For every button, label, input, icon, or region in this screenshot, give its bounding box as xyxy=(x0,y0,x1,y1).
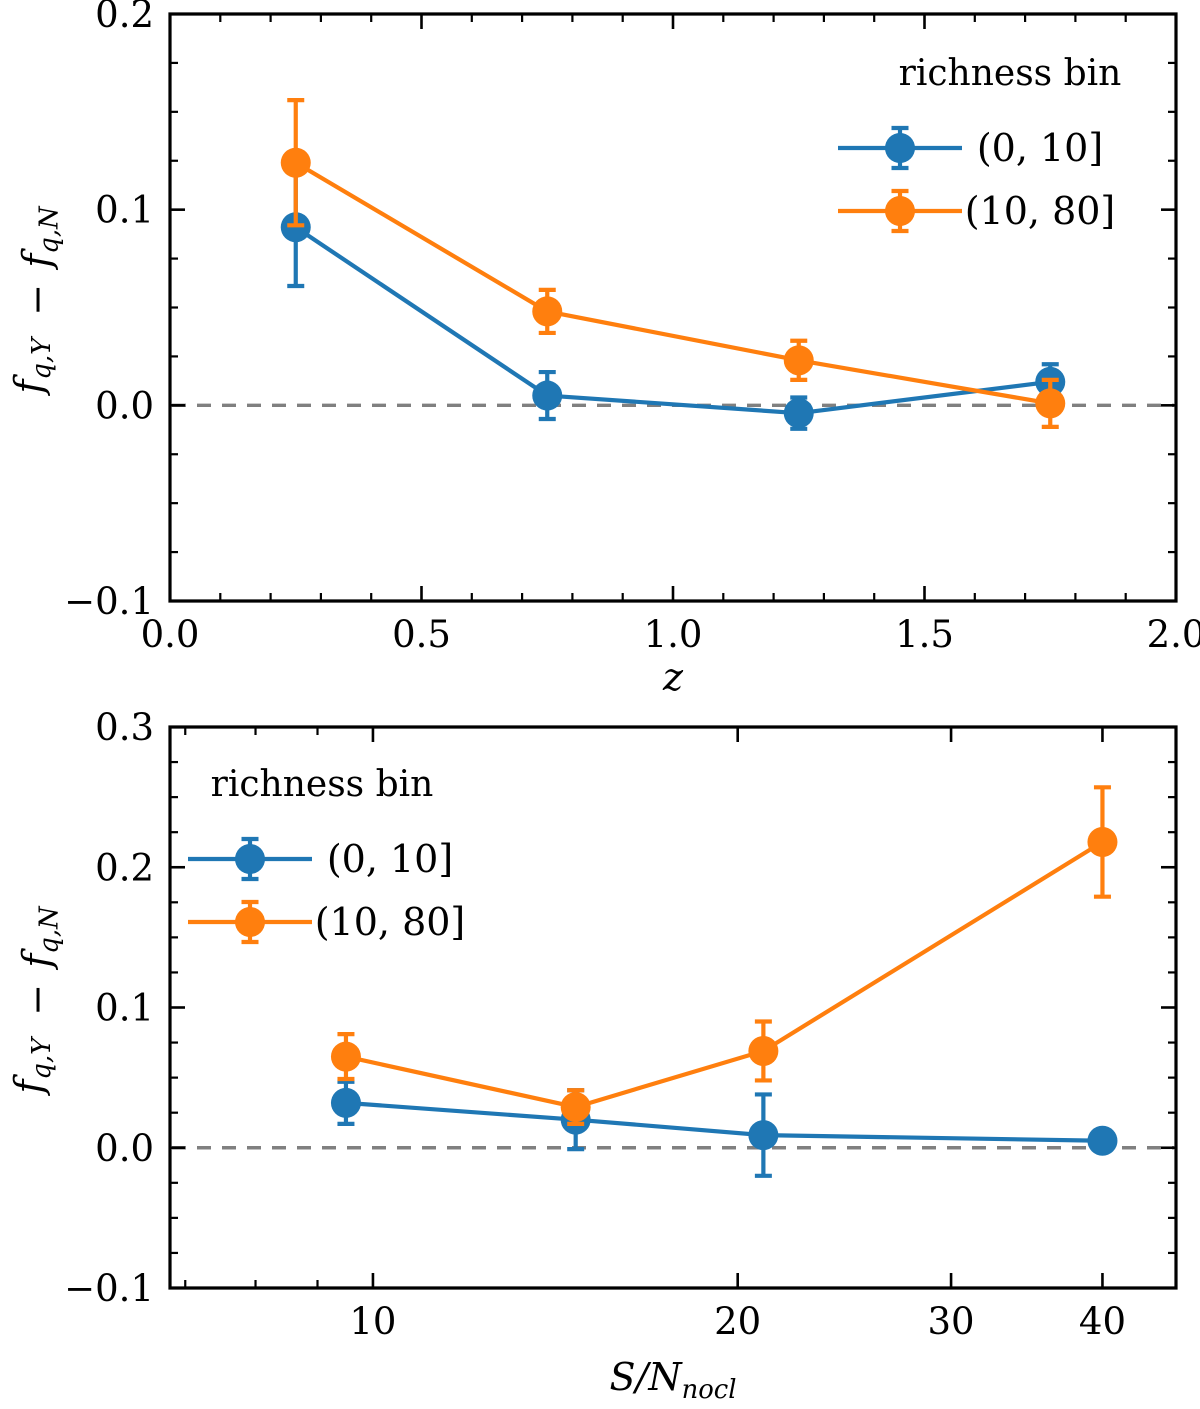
axes-frame xyxy=(168,12,1178,603)
x-axis-label: z xyxy=(662,655,684,699)
series--10-80- xyxy=(280,97,1066,429)
data-point xyxy=(748,1035,779,1066)
series-line xyxy=(293,225,1053,416)
legend-entry-label: (10, 80] xyxy=(315,900,466,944)
legend-title: richness bin xyxy=(899,53,1122,94)
legend-title: richness bin xyxy=(211,764,434,805)
data-point xyxy=(783,345,814,376)
bottom-panel: −0.1 0.0 0.1 0.2 0.3 10 20 30 40 richness bin (0, … xyxy=(0,700,1200,1409)
y-tick-label: 0.0 xyxy=(95,384,154,427)
series-line xyxy=(293,160,1053,406)
axes-frame xyxy=(168,725,1178,1290)
data-point xyxy=(783,398,814,429)
x-tick-label: 1.0 xyxy=(644,613,703,656)
x-tick-label: 30 xyxy=(928,1300,975,1343)
y-tick-label: 0.3 xyxy=(95,706,154,749)
legend: richness bin (0, 10] (10, 80] xyxy=(188,764,466,945)
y-axis-label: fq,Y − fq,N xyxy=(7,205,65,397)
data-point xyxy=(330,1087,361,1118)
data-point xyxy=(280,147,311,178)
data-point xyxy=(532,380,563,411)
top-panel: −0.1 0.0 0.1 0.2 0.0 0.5 1.0 1.5 2.0 richness bin… xyxy=(0,0,1200,700)
x-tick-label: 2.0 xyxy=(1147,613,1200,656)
y-tick-label: −0.1 xyxy=(64,580,154,623)
x-tick-label: 20 xyxy=(714,1300,761,1343)
y-axis-label: fq,Y − fq,N xyxy=(7,905,65,1097)
data-point xyxy=(532,296,563,327)
legend: richness bin (0, 10] (10, 80] xyxy=(838,53,1122,234)
x-tick-label: 10 xyxy=(349,1300,396,1343)
legend-handle-marker xyxy=(235,844,265,874)
data-point xyxy=(748,1120,779,1151)
x-tick-label: 1.5 xyxy=(895,613,954,656)
data-point xyxy=(1035,388,1066,419)
legend-handle-marker xyxy=(885,133,915,163)
bottom-panel-plot: −0.1 0.0 0.1 0.2 0.3 10 20 30 40 richness bin (0, … xyxy=(7,706,1178,1405)
legend-handle-marker xyxy=(885,196,915,226)
data-point xyxy=(1087,1125,1118,1156)
x-axis-label: S/Nnocl xyxy=(609,1355,736,1405)
data-point xyxy=(1087,827,1118,858)
y-tick-label: 0.1 xyxy=(95,189,154,232)
x-tick-label: 40 xyxy=(1079,1300,1126,1343)
series--10-80- xyxy=(330,785,1118,1127)
legend-entry-label: (0, 10] xyxy=(327,837,453,881)
series-line xyxy=(343,839,1105,1110)
legend-handle-marker xyxy=(235,907,265,937)
x-tick-label: 0.0 xyxy=(141,613,200,656)
y-tick-label: 0.2 xyxy=(95,0,154,36)
y-tick-label: −0.1 xyxy=(64,1267,154,1310)
y-tick-label: 0.0 xyxy=(95,1127,154,1170)
data-point xyxy=(330,1041,361,1072)
data-point xyxy=(560,1092,591,1123)
legend-entry-label: (10, 80] xyxy=(965,189,1116,233)
y-tick-label: 0.1 xyxy=(95,987,154,1030)
series--0-10- xyxy=(280,166,1066,431)
x-tick-label: 0.5 xyxy=(392,613,451,656)
series--0-10- xyxy=(330,1079,1118,1178)
series-line xyxy=(343,1100,1105,1143)
y-tick-label: 0.2 xyxy=(95,846,154,889)
legend-entry-label: (0, 10] xyxy=(977,126,1103,170)
